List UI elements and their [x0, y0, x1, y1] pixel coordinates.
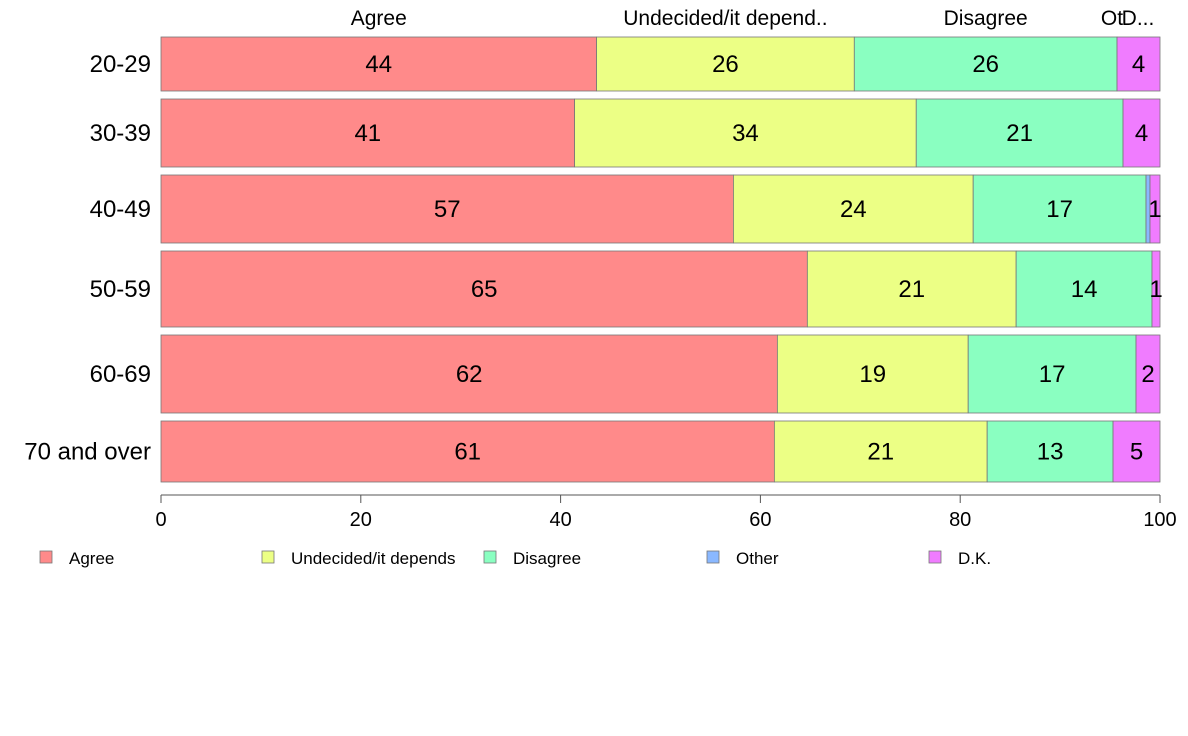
data-label: 21 [898, 276, 925, 303]
legend: Agree Undecided/it depends Disagree Other D.… [39, 549, 991, 568]
legend-swatch [483, 550, 497, 564]
data-label: 24 [840, 196, 867, 223]
legend-label: Undecided/it depends [291, 549, 455, 568]
data-label: 1 [1148, 196, 1161, 223]
bar-segment [1116, 36, 1161, 92]
top-series-label: D... [1122, 7, 1155, 30]
bar-segment [160, 334, 778, 414]
data-label: 26 [972, 51, 999, 78]
bar-segment [596, 36, 855, 92]
legend-label: Other [736, 549, 779, 568]
top-series-label: Agree [351, 7, 407, 30]
bar-segment [773, 420, 988, 483]
legend-swatch [39, 550, 53, 564]
data-label: 34 [732, 120, 759, 147]
top-series-labels: Agree Undecided/it depend.. Disagree OtD... [351, 7, 1155, 30]
data-label: 19 [859, 361, 886, 388]
bar-segment [1135, 334, 1161, 414]
legend-label: Agree [69, 549, 114, 568]
bar-segment [574, 98, 917, 168]
x-tick-label: 0 [155, 509, 166, 531]
bar-segment [733, 174, 974, 244]
data-label: 57 [434, 196, 461, 223]
x-axis: 0 20 40 60 80 100 [155, 494, 1177, 531]
bar-segment [160, 36, 597, 92]
bar-segment [967, 334, 1137, 414]
category-label: 70 and over [24, 439, 151, 466]
legend-swatch [706, 550, 720, 564]
data-label: 21 [867, 439, 894, 466]
bar-segment [160, 174, 734, 244]
bar-segment [853, 36, 1118, 92]
bar-segment [776, 334, 969, 414]
data-label: 2 [1141, 361, 1154, 388]
bar-segment [1122, 98, 1161, 168]
legend-swatch [928, 550, 942, 564]
bar-segment [986, 420, 1114, 483]
data-label: 1 [1149, 276, 1162, 303]
top-series-label: Undecided/it depend.. [623, 7, 827, 30]
top-series-label: Ot [1101, 7, 1123, 30]
bar-segment [1149, 174, 1161, 244]
category-label: 50-59 [90, 276, 151, 303]
bar-segment [160, 98, 575, 168]
top-series-label: Disagree [944, 7, 1028, 30]
legend-label: Disagree [513, 549, 581, 568]
data-label: 13 [1037, 439, 1064, 466]
data-label: 17 [1046, 196, 1073, 223]
bar-segment [915, 98, 1124, 168]
data-label: 17 [1039, 361, 1066, 388]
data-label: 65 [471, 276, 498, 303]
bar-segment [1015, 250, 1153, 328]
data-label: 21 [1006, 120, 1033, 147]
data-label: 14 [1071, 276, 1098, 303]
category-label: 60-69 [90, 361, 151, 388]
bar-segment [806, 250, 1017, 328]
data-label: 44 [365, 51, 392, 78]
x-tick-label: 20 [350, 509, 372, 531]
data-label: 5 [1130, 439, 1143, 466]
x-tick-label: 80 [949, 509, 971, 531]
data-label: 4 [1132, 51, 1145, 78]
data-label: 41 [354, 120, 381, 147]
x-tick-label: 60 [749, 509, 771, 531]
bar-segment [160, 420, 775, 483]
x-tick-label: 40 [549, 509, 571, 531]
legend-swatch [261, 550, 275, 564]
category-label: 30-39 [90, 120, 151, 147]
bars: 20-29 44 26 26 430-39 41 34 21 440-49 57 24 17 150-5… [24, 36, 1163, 483]
legend-label: D.K. [958, 549, 991, 568]
bar-segment [1112, 420, 1161, 483]
x-tick-label: 100 [1143, 509, 1176, 531]
data-label: 26 [712, 51, 739, 78]
bar-segment [1151, 250, 1161, 328]
category-label: 20-29 [90, 51, 151, 78]
data-label: 62 [456, 361, 483, 388]
category-label: 40-49 [90, 196, 151, 223]
data-label: 4 [1135, 120, 1148, 147]
bar-segment [160, 250, 808, 328]
data-label: 61 [454, 439, 481, 466]
